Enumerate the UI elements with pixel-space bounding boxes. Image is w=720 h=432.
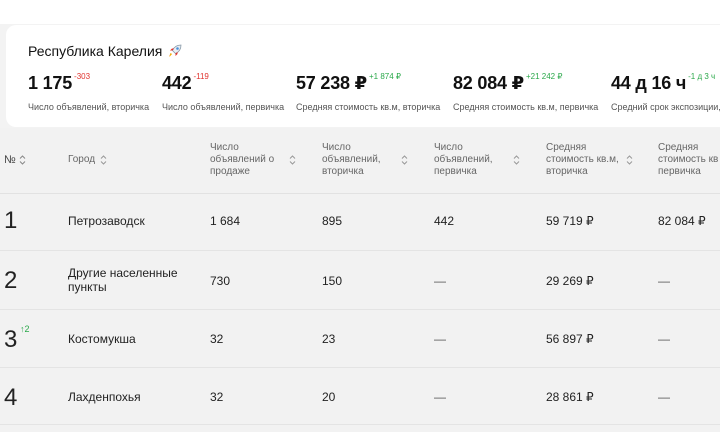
row-total-listings: 1 684	[210, 214, 241, 228]
table-header: № Город Число объявлений о продаже Число…	[0, 128, 720, 194]
row-primary-listings: —	[434, 274, 446, 288]
metric-label: Число объявлений, вторичка	[28, 102, 150, 112]
row-avg-price-primary: 82 084 ₽	[658, 214, 706, 228]
sort-icon[interactable]	[513, 154, 520, 166]
table-row[interactable]: 4 Лахденпохья 32 20 — 28 861 ₽ —	[0, 368, 720, 425]
metric-delta: -303	[74, 72, 91, 81]
row-rank: 2	[4, 267, 18, 294]
sort-icon[interactable]	[626, 154, 633, 166]
row-avg-price-secondary: 56 897 ₽	[546, 332, 594, 346]
header-city[interactable]: Город	[68, 154, 95, 166]
header-line: объявлений,	[322, 154, 381, 165]
header-line: вторичка	[322, 166, 364, 177]
metric-delta: -119	[193, 72, 209, 81]
sort-icon[interactable]	[401, 154, 408, 166]
row-secondary-listings: 895	[322, 214, 343, 228]
metric-label: Средняя стоимость кв.м, вторичка	[296, 102, 441, 112]
header-line: Средняя	[658, 142, 699, 153]
header-city-label: Город	[68, 154, 96, 165]
metric-label: Средняя стоимость кв.м, первичка	[453, 102, 599, 112]
row-avg-price-primary: —	[658, 274, 670, 288]
header-primary-listings[interactable]: Число объявлений, первичка	[434, 142, 493, 178]
metric-primary-avg-price: 82 084 ₽ +21 242 ₽ Средняя стоимость кв.м…	[453, 72, 599, 112]
row-primary-listings: —	[434, 390, 446, 404]
row-primary-listings: —	[434, 332, 446, 346]
row-city[interactable]: Петрозаводск	[68, 214, 145, 228]
header-line: объявлений о	[210, 154, 275, 165]
metric-delta: +21 242 ₽	[525, 72, 563, 81]
row-secondary-listings: 150	[322, 274, 343, 288]
metric-label: Число объявлений, первичка	[162, 102, 285, 112]
header-line: Число	[210, 142, 239, 153]
metric-value: 44 д 16 ч	[611, 73, 687, 93]
header-line: стоимость кв	[658, 154, 719, 165]
sort-icon[interactable]	[100, 154, 107, 166]
header-line: Число	[434, 142, 463, 153]
row-city-line: Другие населенные	[68, 266, 178, 280]
row-city[interactable]: Другие населенные пункты	[68, 266, 178, 294]
row-total-listings: 730	[210, 274, 231, 288]
header-line: объявлений,	[434, 154, 493, 165]
header-avg-price-primary[interactable]: Средняя стоимость кв первичка	[658, 142, 718, 178]
sort-icon[interactable]	[289, 154, 296, 166]
header-rank-label: №	[4, 154, 16, 166]
cities-table: № Город Число объявлений о продаже Число…	[0, 128, 720, 432]
metric-secondary-avg-price: 57 238 ₽ +1 874 ₽ Средняя стоимость кв.м,…	[296, 72, 441, 112]
rank-change-up: ↑2	[20, 324, 30, 334]
metric-secondary-count: 1 175 -303 Число объявлений, вторичка	[28, 72, 150, 112]
metric-label: Средний срок экспозиции, вт	[611, 102, 720, 112]
metric-value: 442	[162, 73, 192, 93]
row-primary-listings: 442	[434, 214, 455, 228]
metric-delta: -1 д 3 ч	[688, 72, 716, 81]
header-secondary-listings[interactable]: Число объявлений, вторичка	[322, 142, 381, 178]
table-row[interactable]: 2 Другие населенные пункты 730 150 — 29 …	[0, 251, 720, 310]
header-line: вторичка	[546, 166, 588, 177]
row-city[interactable]: Лахденпохья	[68, 390, 141, 404]
region-title-text: Республика Карелия	[28, 43, 163, 59]
region-summary-card: Республика Карелия 1 175 -303 Число объяв…	[6, 25, 720, 127]
metric-value: 1 175	[28, 73, 73, 93]
table-row[interactable]: 1 Петрозаводск 1 684 895 442 59 719 ₽ 82…	[0, 193, 720, 251]
row-avg-price-secondary: 29 269 ₽	[546, 274, 594, 288]
sort-icon[interactable]	[19, 154, 26, 166]
metric-value: 82 084 ₽	[453, 73, 524, 93]
row-avg-price-primary: —	[658, 332, 670, 346]
rocket-icon	[169, 44, 182, 57]
header-total-listings[interactable]: Число объявлений о продаже	[210, 142, 274, 178]
row-secondary-listings: 20	[322, 390, 336, 404]
header-line: стоимость кв.м,	[546, 154, 619, 165]
header-avg-price-secondary[interactable]: Средняя стоимость кв.м, вторичка	[546, 142, 619, 178]
row-rank: 3	[4, 326, 18, 353]
row-avg-price-secondary: 59 719 ₽	[546, 214, 594, 228]
row-total-listings: 32	[210, 390, 224, 404]
table-row[interactable]: 3 ↑2 Костомукша 32 23 — 56 897 ₽ —	[0, 310, 720, 368]
metric-primary-count: 442 -119 Число объявлений, первичка	[162, 72, 285, 112]
row-rank: 4	[4, 384, 18, 411]
header-line: Средняя	[546, 142, 587, 153]
row-avg-price-primary: —	[658, 390, 670, 404]
row-rank: 1	[4, 207, 18, 234]
row-secondary-listings: 23	[322, 332, 336, 346]
row-city[interactable]: Костомукша	[68, 332, 136, 346]
top-strip	[0, 0, 720, 24]
row-total-listings: 32	[210, 332, 224, 346]
region-title: Республика Карелия	[28, 43, 183, 59]
row-city-line: пункты	[68, 280, 107, 294]
header-line: продаже	[210, 166, 250, 177]
header-line: Число	[322, 142, 351, 153]
metric-delta: +1 874 ₽	[368, 72, 401, 81]
metric-exposure-time: 44 д 16 ч -1 д 3 ч Средний срок экспозици…	[611, 72, 720, 112]
row-avg-price-secondary: 28 861 ₽	[546, 390, 594, 404]
metric-value: 57 238 ₽	[296, 73, 367, 93]
header-rank[interactable]: №	[4, 154, 16, 166]
header-line: первичка	[434, 166, 477, 177]
header-line: первичка	[658, 166, 701, 177]
